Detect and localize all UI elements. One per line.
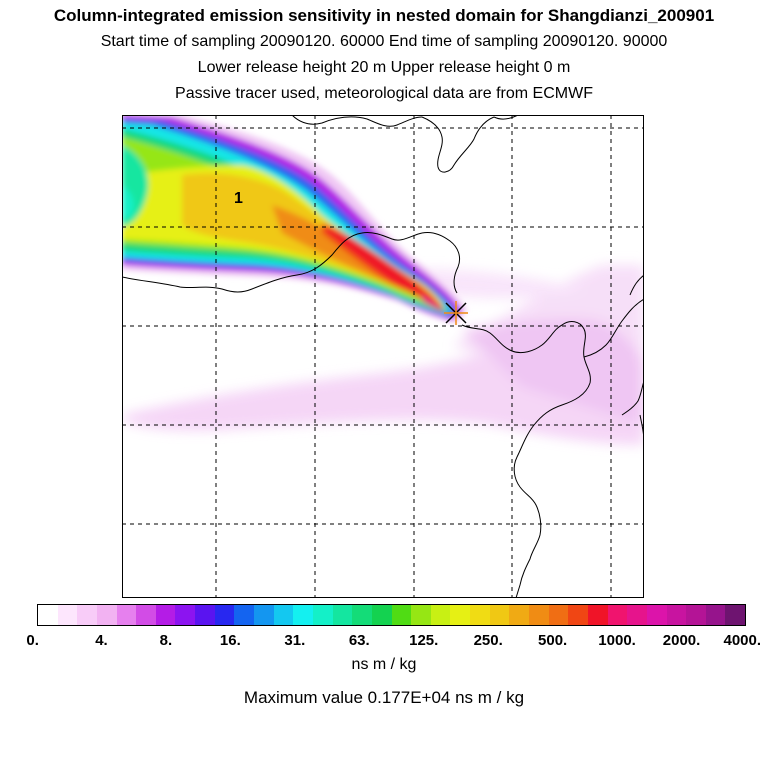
coastlines xyxy=(122,115,644,598)
emission-sensitivity-map xyxy=(122,115,644,598)
colorbar-swatch xyxy=(489,605,510,625)
colorbar-swatch xyxy=(214,605,235,625)
plume xyxy=(122,115,467,323)
release-height-line: Lower release height 20 m Upper release … xyxy=(197,59,571,76)
colorbar-swatch xyxy=(293,605,313,625)
colorbar-swatch xyxy=(411,605,431,625)
colorbar-swatch xyxy=(96,605,117,625)
colorbar-swatch xyxy=(548,605,569,625)
colorbar-swatch xyxy=(155,605,176,625)
colorbar-tick-label: 8. xyxy=(159,632,173,649)
colorbar-swatch xyxy=(332,605,353,625)
colorbar-tick-label: 0. xyxy=(26,632,39,649)
colorbar-swatch xyxy=(312,605,333,625)
colorbar-unit: ns m / kg xyxy=(351,656,417,673)
colorbar-swatch xyxy=(529,605,549,625)
colorbar-swatch xyxy=(175,605,196,625)
colorbar-swatch xyxy=(607,605,628,625)
colorbar-swatch xyxy=(391,605,412,625)
maximum-value-text: Maximum value 0.177E+04 ns m / kg xyxy=(243,688,525,707)
colorbar-swatch xyxy=(430,605,451,625)
colorbar-swatch xyxy=(273,605,294,625)
colorbar-swatch xyxy=(195,605,215,625)
colorbar-tick-label: 4000. xyxy=(723,632,762,649)
colorbar-swatch xyxy=(136,605,156,625)
colorbar-tick-label: 2000. xyxy=(662,632,701,649)
colorbar-tick-label: 16. xyxy=(219,632,241,649)
colorbar-swatch xyxy=(686,605,706,625)
colorbar-swatch xyxy=(666,605,687,625)
colorbar-swatch xyxy=(509,605,530,625)
sampling-time-line: Start time of sampling 20090120. 60000 E… xyxy=(100,33,668,50)
colorbar-tick-label: 250. xyxy=(473,632,503,649)
colorbar-tick-label: 500. xyxy=(538,632,568,649)
colorbar-swatch xyxy=(234,605,255,625)
colorbar-swatch xyxy=(254,605,274,625)
colorbar-swatch xyxy=(627,605,647,625)
lat-lon-grid xyxy=(122,115,644,598)
colorbar-swatch xyxy=(77,605,97,625)
plume-annotation: 1 xyxy=(234,190,243,207)
figure-title: Column-integrated emission sensitivity i… xyxy=(53,6,715,25)
colorbar-swatch xyxy=(646,605,667,625)
colorbar-swatch xyxy=(725,605,746,625)
tracer-info-line: Passive tracer used, meteorological data… xyxy=(175,85,593,102)
colorbar-swatch xyxy=(352,605,372,625)
colorbar-swatch xyxy=(705,605,726,625)
colorbar-swatch xyxy=(371,605,392,625)
colorbar-swatch xyxy=(450,605,471,625)
colorbar-swatch xyxy=(116,605,137,625)
colorbar xyxy=(37,604,746,626)
colorbar-swatch xyxy=(38,605,58,625)
colorbar-tick-labels: 0. 4. 8. 16. 31. 63. 125. 250. 500. 1000. 2000. 400… xyxy=(0,632,768,652)
colorbar-swatch xyxy=(470,605,490,625)
colorbar-swatch xyxy=(587,605,608,625)
colorbar-tick-label: 63. xyxy=(348,632,370,649)
colorbar-tick-label: 31. xyxy=(284,632,306,649)
colorbar-swatch xyxy=(57,605,78,625)
colorbar-tick-label: 125. xyxy=(409,632,439,649)
colorbar-tick-label: 1000. xyxy=(598,632,636,649)
colorbar-swatch xyxy=(568,605,588,625)
receptor-asterisk-marker xyxy=(444,301,468,325)
colorbar-tick-label: 4. xyxy=(95,632,108,649)
